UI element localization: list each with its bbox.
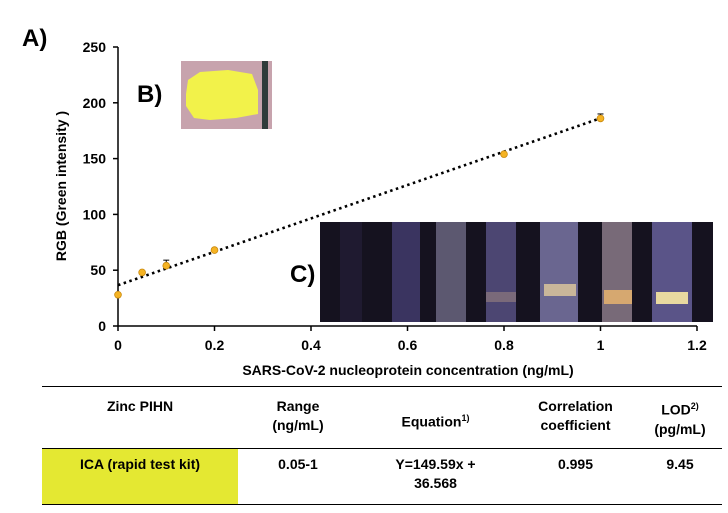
x-tick-label: 0.8 [494,337,514,353]
y-tick-label: 0 [98,318,106,334]
y-axis-label: RGB (Green intensity ) [53,111,69,261]
y-tick-label: 150 [83,151,107,167]
strip-band-5 [544,284,576,296]
x-axis-label: SARS-CoV-2 nucleoprotein concentration (… [242,362,573,378]
x-tick-label: 1 [597,337,605,353]
scatter-chart: A) 0 50 100 150 200 250 0 0.2 0.4 0.6 0.8 1 1.2 RGB… [22,25,713,378]
panel-label-b: B) [137,81,162,108]
strip-4 [486,222,516,322]
y-tick-label: 250 [83,39,107,55]
strip-6 [602,222,632,322]
cell-correlation: 0.995 [513,448,638,505]
data-points [114,113,605,299]
data-point [210,246,219,254]
inset-b-dark-edge [262,61,268,129]
header-range: Range (ng/mL) [238,386,358,449]
strip-band-6 [604,290,632,304]
inset-b-photo [181,61,272,129]
header-correlation: Correlation coefficient [513,386,638,449]
strip-5 [540,222,578,322]
strip-2 [392,222,420,322]
strip-1 [340,222,362,322]
header-lod: LOD2) (pg/mL) [638,386,722,449]
cell-name: ICA (rapid test kit) [42,448,238,505]
results-table: Zinc PIHN Range (ng/mL) Equation1) Corre… [42,386,722,505]
data-point [138,268,146,277]
panel-label-c: C) [290,261,315,288]
panel-label-a: A) [22,25,47,52]
strip-3 [436,222,466,322]
table-row: ICA (rapid test kit) 0.05-1 Y=149.59x + … [42,448,722,505]
cell-range: 0.05-1 [238,448,358,505]
data-point [500,150,508,158]
inset-b-yellow-spot [186,70,258,120]
data-point [162,261,171,270]
cell-lod: 9.45 [638,448,722,505]
data-point [596,114,605,123]
inset-c-strip-photo [320,222,713,322]
x-tick-label: 0.4 [301,337,321,353]
y-tick-label: 50 [90,262,106,278]
cell-equation: Y=149.59x + 36.568 [358,448,513,505]
trendline [117,117,601,287]
x-ticks: 0 0.2 0.4 0.6 0.8 1 1.2 [114,326,707,353]
y-ticks: 0 50 100 150 200 250 [83,39,118,334]
header-zinc-pihn: Zinc PIHN [42,386,238,449]
strip-band-7 [656,292,688,304]
x-tick-label: 0 [114,337,122,353]
x-tick-label: 0.6 [398,337,418,353]
strip-7 [652,222,692,322]
inset-c-background [320,222,713,322]
x-tick-label: 1.2 [687,337,707,353]
header-equation: Equation1) [358,386,513,449]
y-tick-label: 100 [83,206,107,222]
data-point [114,290,122,299]
strip-band-4 [486,292,516,302]
table-header-row: Zinc PIHN Range (ng/mL) Equation1) Corre… [42,386,722,449]
inset-c-label-box [288,254,320,288]
x-tick-label: 0.2 [205,337,225,353]
y-tick-label: 200 [83,95,107,111]
